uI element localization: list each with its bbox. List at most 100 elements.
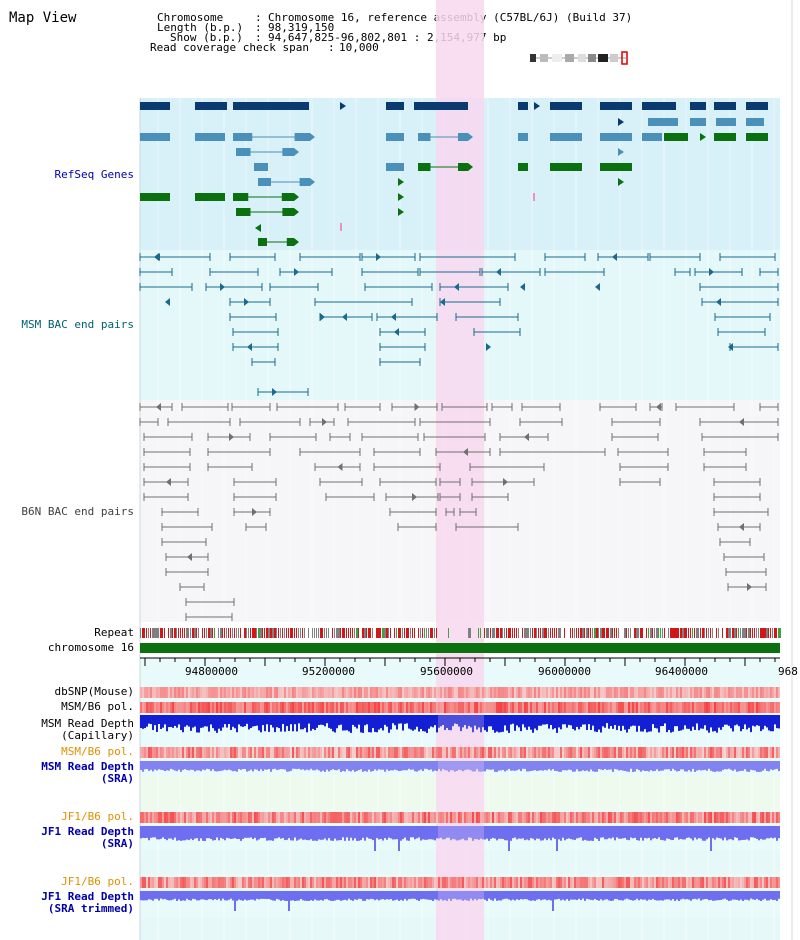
heat-cell (304, 747, 306, 758)
heat-cell (534, 877, 536, 888)
heat-cell (422, 702, 424, 713)
heat-cell (456, 702, 458, 713)
repeat-element (198, 628, 199, 638)
depth-bar (472, 761, 474, 772)
heat-cell (760, 687, 762, 698)
depth-bar (204, 761, 206, 771)
heat-cell (480, 747, 482, 758)
heat-cell (624, 812, 626, 823)
track-label-b6n-bac[interactable]: B6N BAC end pairs (21, 505, 134, 518)
heat-cell (484, 702, 486, 713)
track-label-repeat[interactable]: Repeat (94, 626, 134, 639)
repeat-element (700, 628, 701, 638)
heat-cell (608, 687, 610, 698)
heat-cell (460, 702, 462, 713)
depth-bar (458, 891, 460, 900)
depth-bar (464, 715, 466, 726)
depth-bar (262, 761, 264, 772)
track-label-msm-b6-pol-1[interactable]: MSM/B6 pol. (61, 700, 134, 713)
heat-cell (380, 702, 382, 713)
track-label-chromosome[interactable]: chromosome 16 (47, 641, 134, 654)
gene-strand-arrow (294, 193, 299, 201)
heat-cell (530, 877, 532, 888)
repeat-element (148, 628, 149, 638)
depth-bar (674, 891, 676, 901)
repeat-element (430, 628, 433, 638)
depth-bar (378, 761, 380, 770)
heat-cell (152, 812, 154, 823)
heat-cell (262, 747, 264, 758)
depth-bar (210, 826, 212, 840)
depth-bar (654, 715, 656, 728)
track-label-dbsnp[interactable]: dbSNP(Mouse) (54, 685, 134, 698)
bac-end-arrow (656, 403, 661, 411)
depth-bar (424, 826, 426, 840)
heat-cell (408, 687, 410, 698)
depth-bar (628, 715, 630, 730)
heat-cell (176, 687, 178, 698)
heat-cell (156, 747, 158, 758)
heat-cell (370, 702, 372, 713)
depth-bar (606, 891, 608, 900)
track-label-jf1-b6-pol-1[interactable]: JF1/B6 pol. (61, 810, 134, 823)
heat-cell (550, 812, 552, 823)
depth-bar (230, 891, 232, 899)
heat-cell (490, 877, 492, 888)
depth-bar (656, 715, 658, 729)
track-label-msm-depth-sra-1[interactable]: MSM Read Depth (41, 760, 134, 773)
depth-bar (738, 715, 740, 727)
heat-cell (424, 812, 426, 823)
heat-cell (140, 812, 142, 823)
depth-bar (234, 891, 236, 911)
depth-bar (270, 761, 272, 772)
track-label-msm-bac[interactable]: MSM BAC end pairs (21, 318, 134, 331)
heat-cell (300, 877, 302, 888)
heat-cell (218, 747, 220, 758)
heat-cell (286, 877, 288, 888)
heat-cell (410, 877, 412, 888)
heat-cell (478, 877, 480, 888)
heat-cell (332, 747, 334, 758)
track-label-msm-depth-cap-1[interactable]: MSM Read Depth (41, 717, 134, 730)
heat-cell (342, 812, 344, 823)
heat-cell (718, 812, 720, 823)
track-label-msm-b6-pol-2[interactable]: MSM/B6 pol. (61, 745, 134, 758)
depth-bar (604, 891, 606, 900)
heat-cell (702, 687, 704, 698)
depth-bar (506, 761, 508, 771)
depth-bar (244, 715, 246, 727)
depth-bar (228, 761, 230, 770)
depth-bar (510, 761, 512, 771)
depth-bar (346, 715, 348, 731)
ruler-tick-label: 95600000 (420, 665, 473, 678)
track-label-jf1-depth-sra-1[interactable]: JF1 Read Depth (41, 825, 134, 838)
heat-cell (444, 687, 446, 698)
heat-cell (192, 747, 194, 758)
gene-exon (518, 133, 528, 141)
heat-cell (244, 812, 246, 823)
heat-cell (314, 747, 316, 758)
depth-bar (274, 715, 276, 733)
depth-bar (572, 826, 574, 840)
heat-cell (166, 877, 168, 888)
track-label-refseq[interactable]: RefSeq Genes (54, 168, 134, 181)
depth-bar (268, 715, 270, 732)
depth-bar (678, 761, 680, 772)
heat-cell (538, 702, 540, 713)
track-label-jf1-b6-pol-2[interactable]: JF1/B6 pol. (61, 875, 134, 888)
depth-bar (198, 715, 200, 733)
depth-bar (250, 826, 252, 838)
repeat-element (324, 628, 325, 638)
depth-bar (560, 715, 562, 730)
heat-cell (546, 747, 548, 758)
track-label-jf1-depth-trim-1[interactable]: JF1 Read Depth (41, 890, 134, 903)
heat-cell (146, 747, 148, 758)
bac-end-arrow (391, 313, 396, 321)
heat-cell (152, 747, 154, 758)
depth-bar (234, 761, 236, 771)
depth-bar (762, 891, 764, 900)
depth-bar (212, 715, 214, 729)
depth-bar (466, 761, 468, 770)
heat-cell (422, 687, 424, 698)
